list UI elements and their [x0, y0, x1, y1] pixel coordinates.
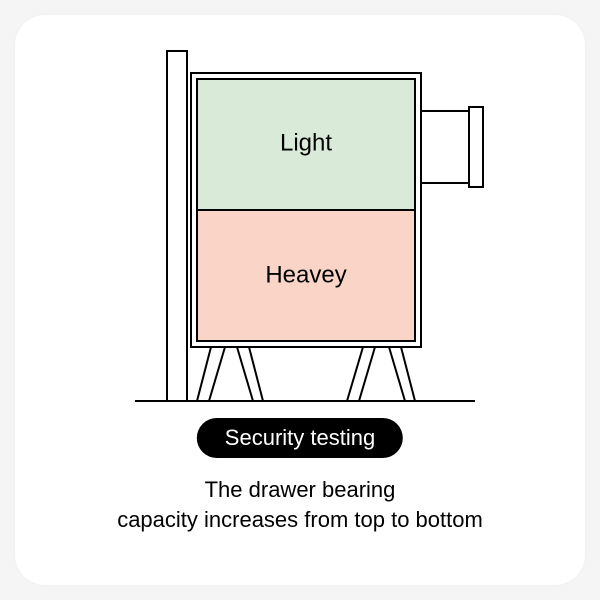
svg-text:Light: Light: [280, 129, 332, 156]
caption: The drawer bearing capacity increases fr…: [15, 475, 585, 534]
cabinet-diagram: Light Heavey: [15, 15, 585, 415]
badge-text: Security testing: [225, 425, 375, 450]
info-card: Light Heavey Security testing The drawer …: [15, 15, 585, 585]
security-testing-badge: Security testing: [197, 418, 403, 458]
diagram-container: Light Heavey: [15, 15, 585, 415]
caption-line-2: capacity increases from top to bottom: [117, 507, 483, 532]
svg-text:Heavey: Heavey: [265, 261, 346, 288]
caption-line-1: The drawer bearing: [205, 477, 396, 502]
